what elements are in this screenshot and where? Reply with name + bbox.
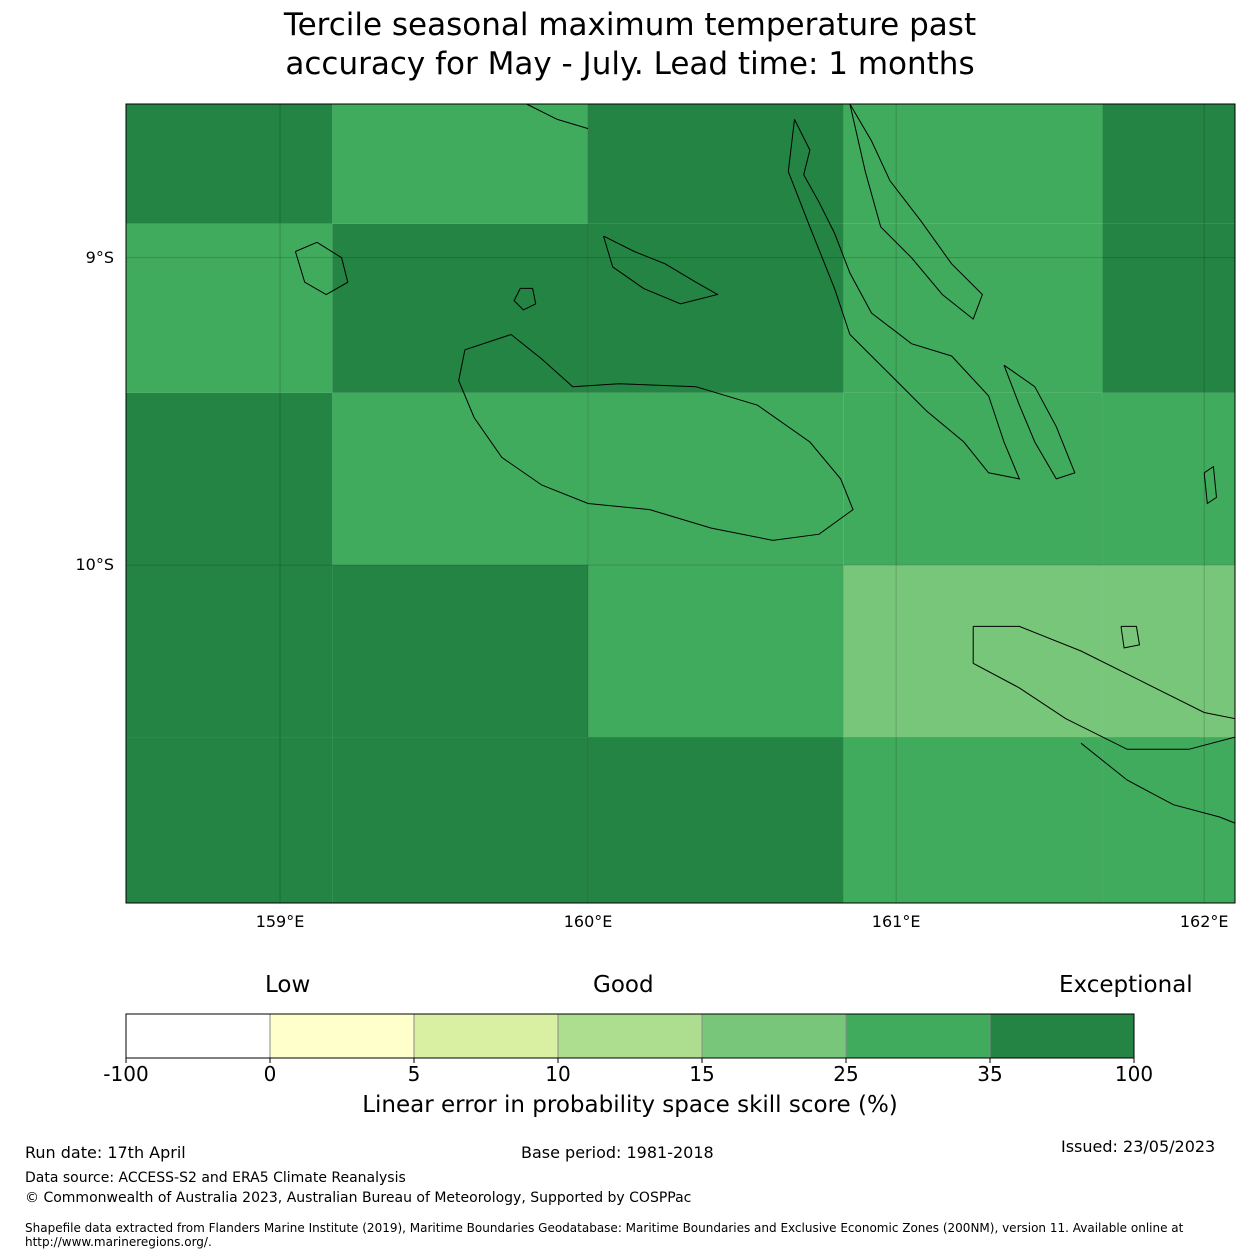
issued-date: Issued: 23/05/2023: [1061, 1137, 1216, 1156]
colorbar-title: Linear error in probability space skill …: [362, 1092, 898, 1118]
lat-label-1: 10°S: [75, 554, 114, 574]
skill-grid: [126, 104, 1235, 903]
map-frame: [125, 103, 1236, 904]
colorbar-segment-5: [845, 1013, 991, 1059]
skill-cell-2: [588, 104, 844, 224]
lon-label-2: 161°E: [871, 912, 921, 931]
lon-label-1: 160°E: [563, 912, 613, 931]
data-source: Data source: ACCESS-S2 and ERA5 Climate …: [25, 1170, 406, 1186]
skill-cell-21: [332, 737, 589, 903]
colorbar-category-good: Good: [593, 972, 654, 998]
coastline-ulawa: [1120, 625, 1141, 649]
lon-label-0: 159°E: [255, 912, 305, 931]
skill-cell-0: [126, 104, 333, 224]
skill-cell-16: [332, 564, 589, 738]
title-line-1: Tercile seasonal maximum temperature pas…: [283, 7, 977, 43]
skill-cell-12: [588, 392, 844, 565]
skill-cell-15: [126, 564, 333, 738]
skill-cell-20: [126, 737, 333, 903]
skill-cell-17: [588, 564, 844, 738]
coastline-savo: [513, 287, 537, 311]
skill-cell-1: [332, 104, 589, 224]
coastlines: [294, 103, 1236, 824]
colorbar-segment-6: [989, 1013, 1135, 1059]
skill-cell-6: [332, 223, 589, 393]
colorbar-segment-2: [413, 1013, 559, 1059]
colorbar-tick-label-7: 100: [1114, 1062, 1154, 1086]
colorbar-category-low: Low: [265, 972, 311, 998]
skill-cell-13: [843, 392, 1103, 565]
coastline-malaita-north: [849, 103, 983, 320]
colorbar-tick-label-3: 10: [545, 1062, 571, 1086]
map-svg: [125, 103, 1236, 1063]
colorbar-segment-0: [125, 1013, 271, 1059]
skill-cell-24: [1102, 737, 1235, 903]
coastline-owa: [1203, 465, 1218, 505]
skill-cell-14: [1102, 392, 1235, 565]
skill-cell-19: [1102, 564, 1235, 738]
coastline-florida-islands: [603, 235, 719, 305]
skill-cell-8: [843, 223, 1103, 393]
coastline-makira-south: [1080, 742, 1236, 824]
coastline-russell-islands: [294, 241, 349, 296]
colorbar-segment-3: [557, 1013, 703, 1059]
colorbar-tick-label-5: 25: [833, 1062, 859, 1086]
skill-cell-3: [843, 104, 1103, 224]
skill-cell-22: [588, 737, 844, 903]
coastline-small-malaita: [1003, 364, 1076, 480]
lon-label-3: 162°E: [1179, 912, 1229, 931]
shapefile-credit: Shapefile data extracted from Flanders M…: [25, 1221, 1184, 1249]
skill-cell-4: [1102, 104, 1235, 224]
copyright: © Commonwealth of Australia 2023, Austra…: [25, 1190, 692, 1206]
coastline-malaita: [787, 119, 1021, 480]
lat-label-0: 9°S: [85, 247, 114, 267]
base-period: Base period: 1981-2018: [521, 1143, 714, 1162]
skill-cell-10: [126, 392, 333, 565]
graticule: [126, 104, 1235, 903]
colorbar-tick-label-2: 5: [407, 1062, 421, 1086]
colorbar-border: [125, 1013, 1135, 1059]
coastline-rennell-north: [526, 103, 589, 130]
colorbar-category-exceptional: Exceptional: [1059, 972, 1193, 998]
skill-cell-9: [1102, 223, 1235, 393]
colorbar-segment-1: [269, 1013, 415, 1059]
colorbar-tick-label-4: 15: [689, 1062, 715, 1086]
coastline-guadalcanal: [458, 333, 854, 541]
run-date: Run date: 17th April: [25, 1143, 186, 1162]
colorbar-tick-label-6: 35: [977, 1062, 1003, 1086]
colorbar-tick-label-1: 0: [263, 1062, 277, 1086]
colorbar: [125, 1013, 1135, 1063]
skill-cell-7: [588, 223, 844, 393]
title-line-2: accuracy for May - July. Lead time: 1 mo…: [285, 46, 975, 82]
colorbar-tick-label-0: -100: [103, 1062, 149, 1086]
skill-cell-5: [126, 223, 333, 393]
chart-title: Tercile seasonal maximum temperature pas…: [0, 6, 1260, 84]
colorbar-segment-4: [701, 1013, 847, 1059]
skill-cell-11: [332, 392, 589, 565]
skill-cell-23: [843, 737, 1103, 903]
